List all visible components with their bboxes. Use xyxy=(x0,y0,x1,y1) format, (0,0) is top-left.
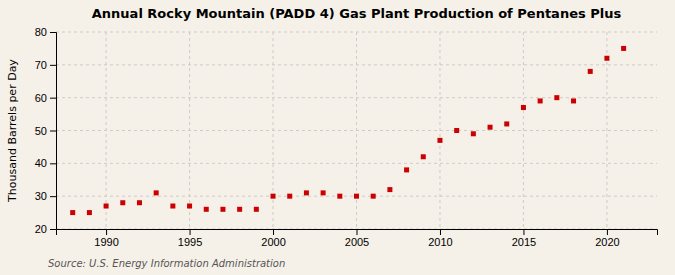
point xyxy=(220,207,225,212)
x-axis-tick-label: 2010 xyxy=(428,236,452,248)
grid-line-x xyxy=(606,32,607,229)
grid-line-x xyxy=(106,32,107,229)
point xyxy=(337,194,342,199)
point xyxy=(304,190,309,195)
grid-line-x xyxy=(439,32,440,229)
point xyxy=(204,207,209,212)
y-axis-title: Thousand Barrels per Day xyxy=(6,59,19,203)
y-axis-tick: 70 xyxy=(35,59,56,71)
x-axis-tick: 2000 xyxy=(261,229,285,248)
point xyxy=(254,207,259,212)
point xyxy=(404,167,409,172)
y-axis-tick-label: 60 xyxy=(35,92,47,104)
y-axis-tick-mark xyxy=(50,229,56,230)
point xyxy=(571,98,576,103)
x-axis-tick: 1990 xyxy=(94,229,118,248)
x-axis-tick: 2020 xyxy=(595,229,619,248)
y-axis-line xyxy=(50,33,57,230)
point xyxy=(471,131,476,136)
x-axis-tick-mark xyxy=(357,229,358,235)
x-axis: 1990 1995 2000 2005 2010 2015 2020 xyxy=(57,229,658,248)
point xyxy=(387,187,392,192)
point xyxy=(271,194,276,199)
point xyxy=(454,128,459,133)
y-axis: 20 30 40 50 60 70 80 xyxy=(35,26,57,235)
point xyxy=(87,210,92,215)
y-axis-tick-mark xyxy=(50,131,56,132)
point xyxy=(604,56,609,61)
point xyxy=(287,194,292,199)
y-axis-tick: 30 xyxy=(35,190,56,202)
grid-line-x xyxy=(356,32,357,229)
point xyxy=(521,105,526,110)
x-axis-tick-label: 1995 xyxy=(178,236,202,248)
point xyxy=(588,69,593,74)
y-axis-tick-mark xyxy=(50,32,56,33)
x-axis-tick-mark xyxy=(440,229,441,235)
x-axis-tick-mark xyxy=(106,229,107,235)
y-axis-tick-mark xyxy=(50,65,56,66)
x-axis-tick: 2010 xyxy=(428,229,452,248)
chart: 1990199520002005201020152020203040506070… xyxy=(0,0,675,275)
x-axis-tick: 2015 xyxy=(512,229,536,248)
point xyxy=(137,200,142,205)
y-axis-tick-label: 50 xyxy=(35,125,47,137)
y-axis-tick-mark xyxy=(50,196,56,197)
points xyxy=(70,46,626,215)
y-axis-tick: 50 xyxy=(35,125,56,137)
x-axis-line xyxy=(57,230,658,236)
point xyxy=(621,46,626,51)
y-axis-tick-label: 80 xyxy=(35,26,47,38)
y-axis-tick-label: 40 xyxy=(35,157,47,169)
x-axis-tick-mark xyxy=(523,229,524,235)
x-axis-tick-label: 2005 xyxy=(345,236,369,248)
point xyxy=(437,138,442,143)
point xyxy=(421,154,426,159)
title: Annual Rocky Mountain (PADD 4) Gas Plant… xyxy=(92,6,622,21)
point xyxy=(371,194,376,199)
y-axis-tick-mark xyxy=(50,98,56,99)
x-axis-tick-label: 2020 xyxy=(595,236,619,248)
point xyxy=(187,204,192,209)
y-axis-tick-label: 30 xyxy=(35,190,47,202)
point xyxy=(170,204,175,209)
point xyxy=(354,194,359,199)
y-axis-tick: 80 xyxy=(35,26,56,38)
point xyxy=(504,121,509,126)
grid xyxy=(56,32,657,229)
y-axis-tick: 20 xyxy=(35,223,56,235)
point xyxy=(554,95,559,100)
x-axis-tick-mark xyxy=(190,229,191,235)
x-axis-tick: 1995 xyxy=(178,229,202,248)
point xyxy=(237,207,242,212)
x-axis-tick-mark xyxy=(273,229,274,235)
y-axis-tick-label: 70 xyxy=(35,59,47,71)
point xyxy=(488,125,493,130)
y-axis-tick-mark xyxy=(50,163,56,164)
grid-line-x xyxy=(523,32,524,229)
y-axis-tick: 60 xyxy=(35,92,56,104)
grid-line-y xyxy=(56,163,657,164)
x-axis-tick: 2005 xyxy=(345,229,369,248)
y-axis-tick: 40 xyxy=(35,157,56,169)
y-axis-tick-label: 20 xyxy=(35,223,47,235)
point xyxy=(154,190,159,195)
grid-line-x xyxy=(189,32,190,229)
point xyxy=(70,210,75,215)
x-axis-tick-label: 2000 xyxy=(261,236,285,248)
point xyxy=(120,200,125,205)
x-axis-tick-label: 1990 xyxy=(94,236,118,248)
point xyxy=(538,98,543,103)
grid-line-x xyxy=(273,32,274,229)
point xyxy=(104,204,109,209)
x-axis-tick-mark xyxy=(607,229,608,235)
source-note: Source: U.S. Energy Information Administ… xyxy=(48,258,285,269)
point xyxy=(321,190,326,195)
x-axis-tick-label: 2015 xyxy=(512,236,536,248)
